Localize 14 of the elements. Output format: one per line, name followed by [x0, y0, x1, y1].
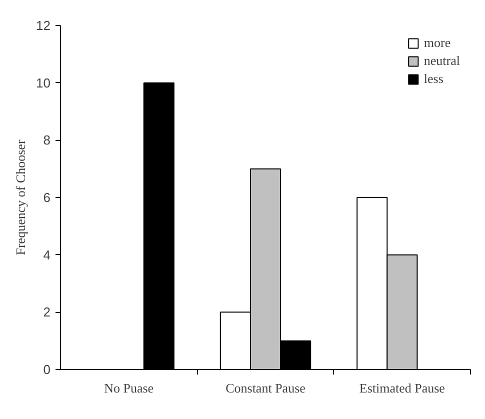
legend-label: less — [424, 71, 444, 87]
y-tick-label: 0 — [43, 362, 51, 377]
y-tick-label: 2 — [43, 304, 51, 320]
y-tick-label: 12 — [36, 18, 51, 33]
y-axis-title: Frequency of Chooser — [13, 139, 28, 256]
y-tick-label: 4 — [43, 247, 51, 262]
y-tick-label: 6 — [43, 190, 51, 205]
x-tick-label: No Puase — [104, 380, 154, 396]
x-tick-label: Estimated Pause — [359, 380, 446, 396]
y-tick-label: 8 — [43, 132, 51, 148]
legend-label: more — [424, 35, 451, 51]
x-tick-label: Constant Pause — [226, 380, 306, 396]
y-tick-label: 10 — [36, 75, 51, 90]
legend-label: neutral — [424, 53, 460, 69]
